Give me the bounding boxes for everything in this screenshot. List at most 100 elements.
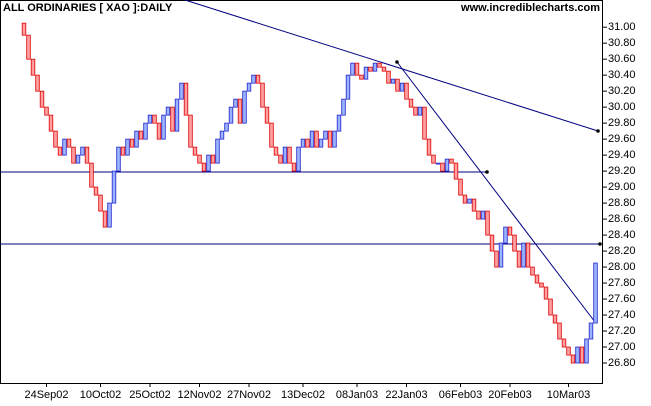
candle-body [287, 146, 292, 164]
candle-body [291, 162, 297, 172]
candle-body [332, 130, 337, 148]
candle-body [498, 242, 504, 268]
candle-body [233, 98, 238, 108]
candle-body [93, 186, 99, 196]
candle-body [579, 346, 585, 364]
candle-body [593, 262, 598, 324]
candle-body [507, 226, 513, 236]
line-end [598, 242, 602, 246]
y-tick-label: 29.80 [608, 117, 636, 129]
candle-body [471, 198, 477, 212]
candle-body [516, 250, 522, 268]
y-tick-label: 28.20 [608, 245, 636, 257]
candle-body [264, 106, 270, 124]
candle-body [251, 74, 256, 84]
candle-body [206, 154, 211, 172]
candle-body [269, 122, 274, 148]
candle-body [80, 146, 85, 156]
y-tick-label: 30.60 [608, 53, 636, 65]
y-tick-label: 31.00 [608, 21, 636, 33]
candle-body [120, 146, 126, 156]
candle-body [84, 146, 90, 164]
candle-body [255, 74, 261, 84]
line-end [395, 60, 399, 64]
candle-body [138, 130, 144, 140]
candle-body [98, 194, 103, 212]
candle-body [525, 242, 531, 268]
x-tick-label: 08Jan03 [336, 389, 378, 401]
candle-body [368, 66, 373, 72]
candle-body [165, 106, 171, 116]
x-tick-label: 06Feb03 [439, 389, 482, 401]
candle-body [188, 114, 193, 148]
candle-body [444, 158, 450, 172]
candle-body [512, 234, 517, 252]
x-tick-label: 13Dec02 [281, 389, 325, 401]
candle-body [197, 154, 202, 164]
plot-frame [0, 0, 603, 384]
candle-body [314, 130, 319, 148]
candle-body [296, 146, 301, 172]
candle-body [426, 138, 432, 156]
candle-body [408, 98, 414, 108]
candle-body [210, 154, 216, 164]
line-end [485, 170, 489, 174]
y-tick-label: 28.80 [608, 197, 636, 209]
y-tick-label: 28.00 [608, 261, 636, 273]
candle-body [242, 90, 247, 124]
candle-body [350, 62, 355, 76]
candle-body [521, 242, 526, 268]
chart-title: ALL ORDINARIES [ XAO ]:DAILY [3, 2, 173, 14]
candle-body [341, 98, 346, 116]
candle-body [480, 210, 486, 220]
y-tick-label: 29.40 [608, 149, 636, 161]
candle-body [485, 210, 490, 236]
candle-body [26, 34, 31, 60]
x-tick-label: 24Sep02 [24, 389, 68, 401]
candle-body [309, 130, 315, 148]
candle-body [588, 322, 594, 340]
candle-body [467, 198, 472, 204]
candle-body [143, 122, 148, 140]
candle-body [534, 274, 540, 284]
y-tick-label: 27.20 [608, 325, 636, 337]
candle-body [179, 82, 184, 100]
candle-body [215, 138, 220, 164]
candle-body [156, 122, 162, 140]
line-end [596, 129, 600, 133]
candle-body [161, 114, 166, 140]
candle-body [584, 338, 589, 364]
source: www.incrediblecharts.com [460, 2, 600, 14]
y-tick-label: 27.00 [608, 341, 636, 353]
candle-body [539, 282, 544, 288]
candle-body [440, 162, 445, 172]
x-tick-label: 22Jan03 [385, 389, 427, 401]
candle-body [125, 138, 130, 156]
candle-body [575, 346, 580, 364]
candle-body [282, 146, 288, 164]
candle-body [323, 130, 328, 140]
candle-body [170, 106, 175, 132]
candle-body [246, 82, 252, 92]
candle-body [381, 66, 387, 72]
candle-body [399, 82, 405, 92]
y-tick-label: 30.80 [608, 37, 636, 49]
candle-body [30, 58, 36, 76]
candle-body [435, 162, 441, 165]
candle-body [53, 130, 58, 148]
candle-body [300, 138, 306, 148]
candle-body [417, 106, 423, 116]
trend-line [396, 61, 596, 323]
candle-body [422, 106, 427, 140]
candle-body [372, 62, 378, 72]
y-tick-label: 29.60 [608, 133, 636, 145]
candle-body [318, 138, 324, 148]
candle-body [21, 22, 27, 36]
candle-body [278, 154, 283, 164]
candle-body [102, 210, 108, 228]
candle-body [39, 90, 45, 108]
candle-body [147, 114, 153, 124]
candle-body [44, 106, 49, 116]
candle-body [431, 154, 436, 164]
